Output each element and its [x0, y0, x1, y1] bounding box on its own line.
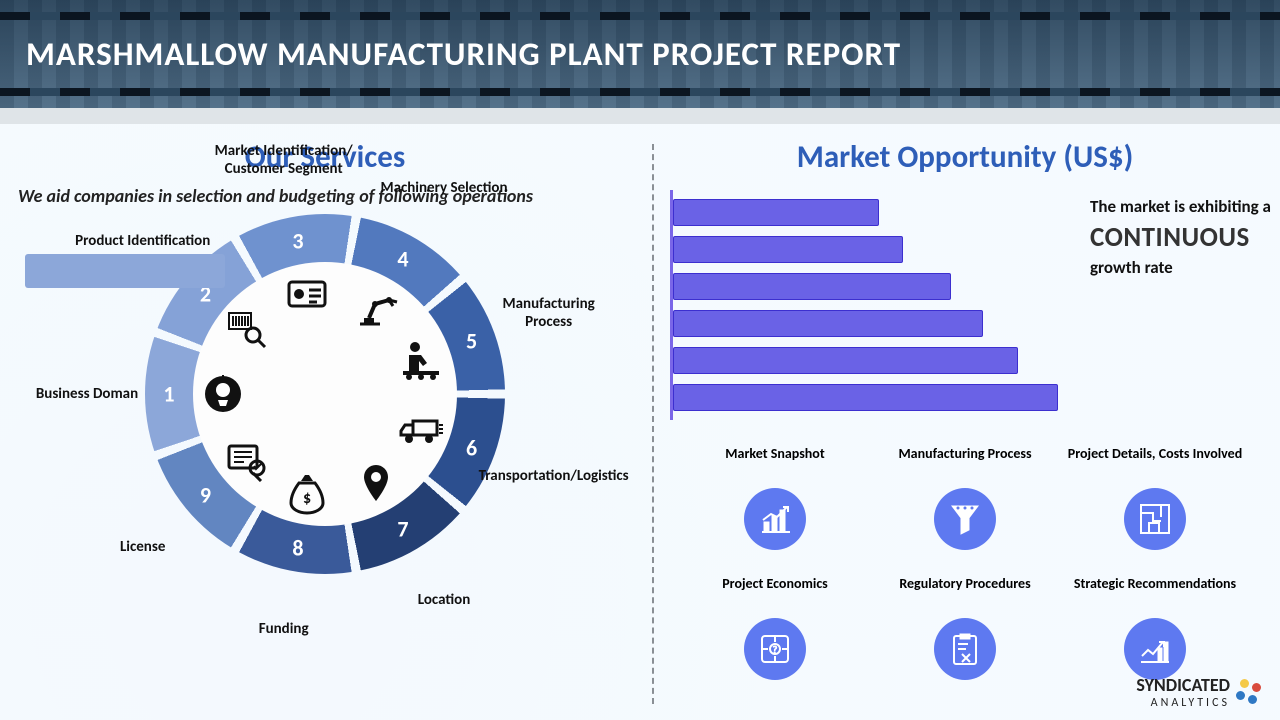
worker-icon — [399, 337, 443, 381]
bar-3 — [673, 310, 983, 337]
feature-1: Manufacturing Process — [870, 446, 1060, 550]
services-wheel: 1Business Doman2Product Identification3M… — [145, 214, 505, 574]
feature-label-3: Project Economics — [722, 576, 828, 610]
wheel-num-5: 5 — [466, 327, 477, 354]
certificate-icon — [225, 438, 269, 482]
wheel-label-6: Transportation/Logistics — [479, 467, 619, 485]
wheel-label-7: Location — [374, 591, 514, 609]
growth-text: The market is exhibiting a CONTINUOUS gr… — [1090, 196, 1280, 279]
wheel-entry-tab — [25, 254, 225, 288]
pin-icon — [354, 461, 398, 505]
bar-1 — [673, 236, 903, 263]
logo-mark-icon — [1236, 679, 1262, 705]
money-bag-icon — [285, 473, 329, 517]
feature-label-0: Market Snapshot — [725, 446, 824, 480]
wheel-num-4: 4 — [397, 246, 408, 273]
truck-icon — [399, 407, 443, 451]
bar-0 — [673, 199, 879, 226]
wheel-num-3: 3 — [292, 227, 303, 254]
bar-4 — [673, 347, 1018, 374]
feature-5: Strategic Recommendations — [1060, 576, 1250, 680]
logo-word2: ANALYTICS — [1136, 696, 1230, 710]
feature-label-1: Manufacturing Process — [898, 446, 1031, 480]
wheel-num-8: 8 — [292, 534, 303, 561]
wheel-num-6: 6 — [466, 434, 477, 461]
wheel-num-7: 7 — [397, 516, 408, 543]
feature-2: Project Details, Costs Involved — [1060, 446, 1250, 550]
logo: SYNDICATED ANALYTICS — [1136, 674, 1262, 710]
left-column: Our Services We aid companies in selecti… — [0, 124, 650, 720]
robot-arm-icon — [354, 284, 398, 328]
right-title: Market Opportunity (US$) — [650, 138, 1280, 176]
chart-up-icon — [744, 488, 806, 550]
wheel-num-9: 9 — [200, 481, 211, 508]
wheel-label-2: Product Identification — [73, 232, 213, 250]
clipboard-icon — [934, 618, 996, 680]
page-title: MARSHMALLOW MANUFACTURING PLANT PROJECT … — [26, 34, 901, 74]
wheel-label-9: License — [73, 538, 213, 556]
feature-label-5: Strategic Recommendations — [1074, 576, 1236, 610]
barcode-mag-icon — [225, 307, 269, 351]
growth-line1: The market is exhibiting a — [1090, 196, 1271, 217]
bar-2 — [673, 273, 951, 300]
head-bulb-icon — [201, 372, 245, 416]
bar-5 — [673, 384, 1058, 411]
wheel-label-8: Funding — [214, 620, 354, 638]
wheel-label-5: Manufacturing Process — [479, 295, 619, 331]
right-column: Market Opportunity (US$) The market is e… — [650, 124, 1280, 720]
content: Our Services We aid companies in selecti… — [0, 124, 1280, 720]
feature-0: Market Snapshot — [680, 446, 870, 550]
funnel-icon — [934, 488, 996, 550]
feature-3: Project Economics — [680, 576, 870, 680]
feature-grid: Market Snapshot Manufacturing Process Proj… — [650, 446, 1280, 680]
wheel-label-4: Machinery Selection — [374, 179, 514, 197]
growth-icon — [1124, 618, 1186, 680]
growth-line2: growth rate — [1090, 257, 1173, 278]
bar-chart — [670, 190, 1070, 420]
banner-divider — [0, 108, 1280, 124]
wheel-label-3: Market Identification/ Customer Segment — [214, 142, 354, 178]
puzzle-icon — [744, 618, 806, 680]
maze-icon — [1124, 488, 1186, 550]
id-card-icon — [285, 272, 329, 316]
banner: MARSHMALLOW MANUFACTURING PLANT PROJECT … — [0, 0, 1280, 108]
growth-big: CONTINUOUS — [1090, 220, 1280, 255]
feature-label-4: Regulatory Procedures — [899, 576, 1030, 610]
feature-label-2: Project Details, Costs Involved — [1068, 446, 1242, 480]
logo-word1: SYNDICATED — [1136, 674, 1230, 696]
left-subtitle: We aid companies in selection and budget… — [18, 184, 630, 208]
wheel-label-1: Business Doman — [17, 385, 157, 403]
wheel-num-1: 1 — [163, 381, 174, 408]
feature-4: Regulatory Procedures — [870, 576, 1060, 680]
